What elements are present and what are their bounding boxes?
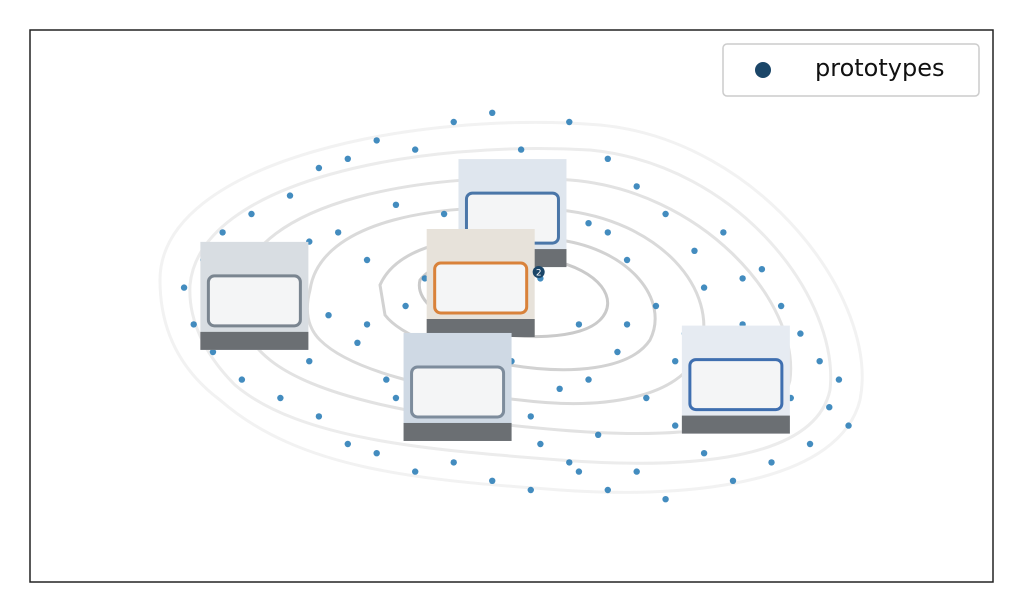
point (652, 302, 660, 310)
point (537, 440, 544, 448)
point (672, 358, 679, 365)
legend-label: prototypes (815, 54, 944, 82)
legend-box (722, 43, 980, 97)
point (325, 312, 332, 319)
point (363, 321, 371, 328)
point (373, 450, 380, 457)
point (826, 404, 833, 411)
point (489, 477, 496, 484)
point (392, 394, 400, 402)
point (585, 220, 592, 227)
point (566, 459, 573, 466)
annotation: 2 (536, 269, 542, 279)
point (691, 247, 698, 254)
prototype-image-vehicle (410, 365, 506, 419)
prototypes-layer: 2 (200, 159, 790, 441)
point (777, 302, 785, 310)
point (315, 164, 323, 172)
point (633, 468, 640, 475)
point (344, 155, 351, 162)
point (402, 302, 409, 310)
point (768, 459, 775, 466)
point (190, 321, 197, 328)
point (662, 496, 669, 503)
point (594, 431, 602, 438)
point (797, 330, 804, 337)
point (575, 468, 583, 475)
point (517, 146, 525, 153)
point (219, 229, 226, 236)
prototype-image-ground (403, 422, 512, 441)
point (450, 459, 457, 466)
point (604, 486, 611, 494)
point (306, 358, 313, 365)
point (585, 376, 592, 383)
point (604, 155, 611, 162)
point (835, 376, 843, 383)
point (248, 210, 255, 218)
annotation-badge (532, 266, 545, 278)
point (806, 440, 814, 448)
point (440, 210, 448, 218)
point (623, 256, 631, 264)
point (392, 201, 400, 208)
point (614, 348, 621, 356)
point (845, 422, 852, 429)
point (277, 394, 284, 402)
point (729, 477, 737, 484)
point (450, 118, 457, 126)
point (334, 229, 342, 236)
point (373, 137, 380, 144)
point (633, 183, 640, 190)
point (412, 468, 419, 475)
point (662, 210, 669, 218)
point (344, 440, 351, 448)
point (623, 321, 631, 328)
point (672, 422, 679, 429)
prototype-image-ground (200, 331, 309, 350)
point (315, 413, 323, 420)
point (383, 376, 390, 383)
point (527, 413, 534, 420)
point (816, 358, 823, 365)
point (643, 394, 650, 402)
point (527, 486, 534, 494)
plot-frame (29, 29, 994, 583)
point (238, 376, 246, 383)
prototype-image-vehicle (206, 274, 302, 328)
prototype-image-vehicle (433, 261, 529, 315)
legend-marker (755, 62, 771, 78)
prototype-image-vehicle (688, 358, 784, 412)
prototype-image-ground (426, 319, 535, 337)
point (575, 321, 583, 328)
point (286, 192, 294, 199)
prototype-image-ground (681, 415, 790, 434)
point (604, 229, 611, 236)
point (556, 385, 563, 392)
point (363, 256, 371, 264)
point (700, 450, 708, 457)
point (209, 348, 217, 356)
point (180, 284, 188, 291)
point (758, 266, 766, 273)
point (720, 229, 727, 236)
point (421, 275, 429, 282)
point (739, 275, 746, 282)
point (354, 339, 361, 346)
point (412, 146, 419, 153)
point (489, 109, 496, 117)
point (566, 118, 573, 126)
point (700, 284, 708, 291)
